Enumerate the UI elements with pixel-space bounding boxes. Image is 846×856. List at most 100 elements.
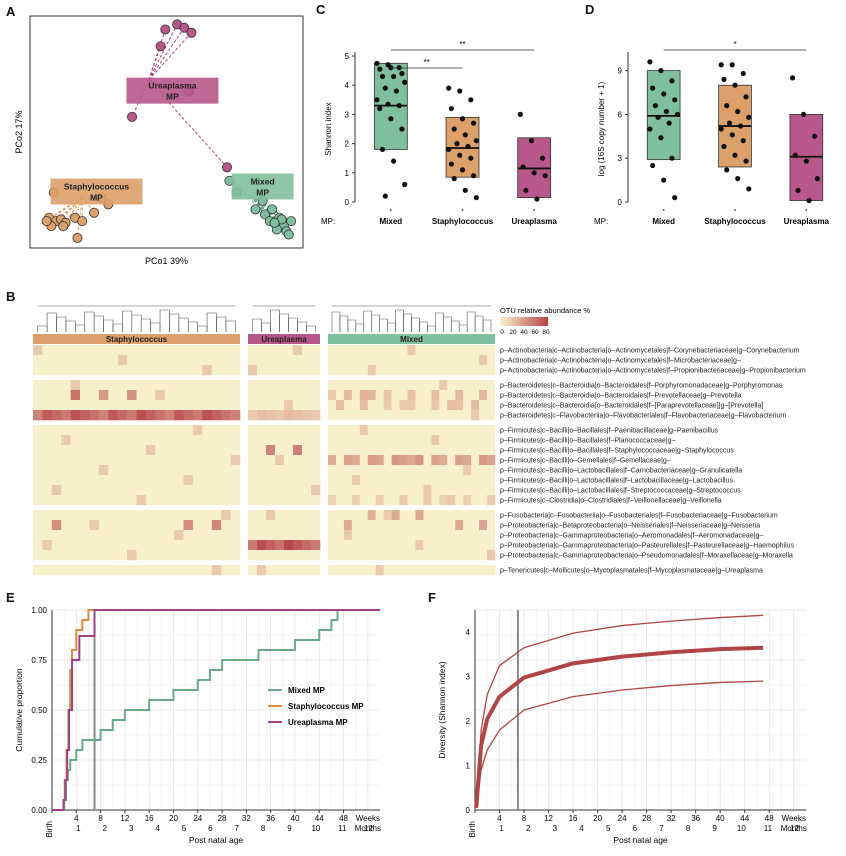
heat-cell-0-4-21: [230, 390, 241, 401]
heat-cell-0-9-12: [145, 445, 156, 456]
heat-cell-0-16-17: [192, 520, 203, 531]
heat-cell-1-16-7: [311, 520, 321, 531]
heat-cell-2-18-5: [367, 540, 377, 551]
heat-cell-0-19-5: [80, 550, 90, 561]
heat-cell-2-3-7: [383, 380, 392, 391]
heat-cell-0-2-3: [61, 365, 71, 376]
heat-cell-1-14-0: [248, 495, 258, 506]
heat-cell-0-20-7: [98, 565, 109, 576]
heat-cell-0-1-8: [108, 355, 118, 366]
heat-cell-2-9-16: [455, 445, 464, 456]
data-point-2-0: [517, 111, 523, 117]
week-tick-label-7: 28: [218, 814, 227, 823]
heat-cell-2-4-18: [471, 390, 480, 401]
heat-cell-0-7-12: [145, 425, 156, 436]
dendrogram-branch-1-3: [279, 313, 289, 332]
sig-label-0: *: [733, 40, 736, 49]
data-point-0-16: [399, 126, 405, 132]
heat-cell-2-20-9: [399, 565, 408, 576]
heat-cell-2-3-20: [487, 380, 496, 391]
heat-cell-2-3-6: [375, 380, 384, 391]
heat-cell-0-16-20: [221, 520, 231, 531]
heat-cell-2-14-4: [359, 495, 369, 506]
heat-cell-2-4-4: [359, 390, 369, 401]
heat-cell-2-8-3: [351, 435, 361, 446]
heat-cell-1-7-2: [266, 425, 276, 436]
group-label-line2-2: MP: [256, 187, 269, 197]
heat-cell-2-9-14: [439, 445, 448, 456]
row-label-4: p–Bacteroidetes|c–Bacteroidia|o–Bacteroi…: [500, 393, 742, 400]
heat-cell-0-7-20: [221, 425, 231, 436]
month-tick-label-1: 2: [103, 824, 108, 833]
dendrogram-branch-0-4: [75, 324, 86, 332]
heat-cell-1-17-4: [284, 530, 294, 541]
row-label-0: p–Actinobacteria|c–Actinobacteria|o–Acti…: [500, 348, 800, 355]
heat-cell-0-7-0: [33, 425, 43, 436]
heat-cell-2-20-4: [359, 565, 369, 576]
row-label-8: p–Firmicutes|c–Bacilli|o–Bacillales|f–Pl…: [500, 438, 675, 445]
panel-label-a: A: [6, 4, 16, 19]
heat-cell-0-7-6: [89, 425, 100, 436]
heat-cell-2-4-2: [343, 390, 353, 401]
heat-cell-2-1-13: [431, 355, 440, 366]
heat-cell-1-1-4: [284, 355, 294, 366]
heat-cell-2-4-13: [431, 390, 440, 401]
data-point-1-14: [721, 143, 727, 150]
pcoa-link-0-2: [148, 27, 185, 81]
heat-cell-0-3-19: [211, 380, 222, 391]
heat-cell-0-13-14: [164, 485, 175, 496]
heat-cell-0-2-4: [70, 365, 81, 376]
heat-cell-1-13-2: [266, 485, 276, 496]
heat-cell-0-14-14: [164, 495, 175, 506]
heat-cell-0-12-6: [89, 475, 100, 486]
heat-cell-1-10-0: [248, 455, 258, 466]
heat-cell-0-14-4: [70, 495, 81, 506]
y-tick-label-4: 4: [345, 81, 350, 90]
data-point-0-6: [652, 103, 658, 109]
dendrogram-branch-0-19: [216, 316, 227, 332]
heat-cell-1-5-7: [311, 400, 321, 411]
heat-cell-0-15-2: [51, 510, 62, 521]
heat-cell-2-7-20: [487, 425, 496, 436]
week-tick-label-0: Birth: [468, 821, 477, 837]
heat-cell-2-10-10: [407, 455, 416, 466]
heat-cell-1-10-5: [293, 455, 303, 466]
month-tick-label-5: 6: [208, 824, 213, 833]
heat-cell-2-11-14: [439, 465, 448, 476]
heat-cell-0-0-19: [211, 345, 222, 356]
heat-cell-2-16-11: [415, 520, 424, 531]
plot-frame: [29, 15, 304, 249]
heat-cell-2-6-20: [487, 410, 496, 421]
dendrogram-branch-2-9: [403, 313, 412, 332]
data-point-2-0: [789, 75, 796, 81]
heat-cell-0-12-12: [145, 475, 156, 486]
heat-cell-2-7-3: [351, 425, 361, 436]
heat-cell-0-2-20: [221, 365, 231, 376]
heat-cell-0-11-11: [136, 465, 147, 476]
heat-cell-0-19-1: [42, 550, 53, 561]
data-point-1-16: [743, 158, 749, 164]
pcoa-point-1-8: [77, 216, 88, 227]
month-tick-label-1: 2: [526, 824, 531, 833]
heat-cell-2-5-7: [383, 400, 392, 411]
heat-cell-0-2-8: [108, 365, 118, 376]
data-point-1-10: [737, 123, 744, 129]
heat-cell-0-13-7: [98, 485, 109, 496]
heat-cell-2-9-20: [487, 445, 496, 456]
dendrogram-branch-2-16: [458, 324, 468, 332]
heat-cell-2-11-3: [351, 465, 361, 476]
heat-cell-2-16-8: [391, 520, 400, 531]
heat-cell-1-12-1: [257, 475, 267, 486]
heat-cell-0-3-16: [183, 380, 194, 391]
heat-cell-2-16-14: [439, 520, 448, 531]
data-point-0-15: [388, 116, 394, 122]
heat-cell-0-18-10: [127, 540, 137, 551]
data-point-1-17: [451, 176, 457, 182]
heat-cell-0-2-18: [202, 365, 213, 376]
data-point-1-14: [448, 161, 455, 167]
heat-cell-0-8-6: [89, 435, 100, 446]
heat-cell-0-11-12: [145, 465, 156, 476]
heat-cell-2-14-11: [415, 495, 424, 506]
heat-cell-2-15-3: [351, 510, 361, 521]
week-tick-label-11: 44: [740, 814, 749, 823]
